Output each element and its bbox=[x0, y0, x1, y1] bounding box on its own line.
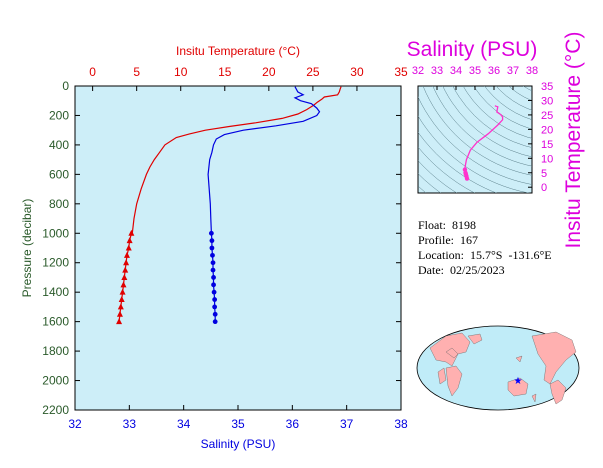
salinity-point bbox=[210, 252, 215, 258]
ts-diagram: 32 33 34 35 36 37 38 0 5 10 15 20 25 30 35 Salinity (P… bbox=[407, 32, 585, 249]
salinity-point bbox=[211, 282, 216, 288]
temperature-tick-label: 5 bbox=[133, 65, 140, 79]
salinity-point bbox=[209, 238, 215, 244]
ts-temperature-tick-label: 10 bbox=[541, 153, 553, 165]
salinity-tick-label: 36 bbox=[286, 417, 300, 431]
ts-axes-ticks: 32 33 34 35 36 37 38 0 5 10 15 20 25 30 35 bbox=[412, 65, 553, 194]
temperature-point bbox=[123, 259, 130, 266]
temperature-tick-label: 20 bbox=[262, 65, 276, 79]
salinity-point bbox=[212, 297, 218, 302]
ts-temperature-tick-label: 0 bbox=[541, 182, 547, 194]
salinity-point bbox=[210, 267, 216, 273]
ts-temperature-tick-label: 25 bbox=[541, 110, 553, 122]
temperature-point bbox=[128, 229, 135, 236]
ts-temperature-tick-label: 20 bbox=[541, 124, 553, 136]
pressure-tick-label: 1000 bbox=[42, 226, 69, 240]
profile-chart: 0 5 10 15 20 25 30 35 32 33 34 35 36 37 38 0 200 400 600 80… bbox=[20, 44, 408, 451]
temperature-point bbox=[120, 281, 127, 288]
pressure-axis-title: Pressure (decibar) bbox=[20, 199, 34, 298]
salinity-point bbox=[209, 245, 215, 251]
salinity-tick-label: 35 bbox=[231, 417, 245, 431]
temperature-point bbox=[118, 296, 125, 303]
float-location: Location: 15.7°S -131.6°E bbox=[418, 248, 552, 262]
pressure-tick-label: 2000 bbox=[42, 374, 69, 388]
ts-point bbox=[464, 176, 470, 181]
ts-salinity-tick-label: 34 bbox=[450, 65, 462, 77]
salinity-tick-label: 38 bbox=[394, 417, 408, 431]
salinity-point bbox=[208, 230, 214, 236]
temperature-point bbox=[116, 310, 123, 317]
ts-series bbox=[462, 105, 504, 181]
ts-salinity-tick-label: 33 bbox=[431, 65, 443, 77]
pressure-tick-label: 2200 bbox=[42, 403, 69, 417]
temperature-axis-title: Insitu Temperature (°C) bbox=[176, 44, 300, 58]
salinity-point bbox=[210, 260, 216, 266]
temperature-point bbox=[121, 273, 128, 280]
temperature-tick-label: 35 bbox=[394, 65, 408, 79]
temperature-point bbox=[123, 251, 130, 258]
ts-temperature-tick-label: 35 bbox=[541, 81, 553, 93]
salinity-point bbox=[212, 304, 218, 310]
temperature-point bbox=[125, 244, 132, 251]
pressure-tick-label: 800 bbox=[49, 197, 69, 211]
ts-salinity-title: Salinity (PSU) bbox=[407, 38, 538, 61]
salinity-line bbox=[207, 86, 321, 322]
ts-salinity-tick-label: 38 bbox=[526, 65, 538, 77]
ts-temperature-title: Insitu Temperature (°C) bbox=[562, 32, 585, 249]
ts-salinity-tick-label: 35 bbox=[469, 65, 481, 77]
ts-temperature-tick-label: 5 bbox=[541, 168, 547, 180]
temperature-tick-label: 10 bbox=[174, 65, 188, 79]
salinity-point bbox=[212, 319, 218, 325]
profile-axes-ticks: 0 5 10 15 20 25 30 35 32 33 34 35 36 37 38 0 200 400 600 80… bbox=[42, 65, 408, 431]
salinity-tick-label: 33 bbox=[123, 417, 137, 431]
pressure-tick-label: 1600 bbox=[42, 315, 69, 329]
temperature-point bbox=[126, 237, 133, 244]
pressure-tick-label: 1800 bbox=[42, 344, 69, 358]
salinity-tick-label: 37 bbox=[340, 417, 354, 431]
salinity-point bbox=[211, 275, 216, 280]
profile-number: Profile: 167 bbox=[418, 233, 478, 247]
salinity-tick-label: 34 bbox=[177, 417, 191, 431]
pressure-tick-label: 200 bbox=[49, 108, 69, 122]
ts-salinity-tick-label: 32 bbox=[412, 65, 424, 77]
pressure-tick-label: 400 bbox=[49, 138, 69, 152]
salinity-axis-title: Salinity (PSU) bbox=[201, 437, 276, 451]
pressure-tick-label: 1200 bbox=[42, 256, 69, 270]
ts-temperature-tick-label: 15 bbox=[541, 139, 553, 151]
float-id: Float: 8198 bbox=[418, 218, 477, 232]
temperature-point bbox=[122, 266, 129, 273]
map-land bbox=[429, 331, 577, 405]
pressure-tick-label: 1400 bbox=[42, 285, 69, 299]
temperature-point bbox=[119, 288, 126, 295]
pressure-tick-label: 0 bbox=[62, 79, 69, 93]
salinity-point bbox=[211, 289, 217, 295]
float-info: Float: 8198 Profile: 167 Location: 15.7°… bbox=[418, 218, 552, 278]
temperature-tick-label: 0 bbox=[89, 65, 96, 79]
temperature-tick-label: 30 bbox=[350, 65, 364, 79]
ts-salinity-tick-label: 37 bbox=[507, 65, 519, 77]
profile-date: Date: 02/25/2023 bbox=[418, 263, 505, 277]
pressure-tick-label: 600 bbox=[49, 167, 69, 181]
salinity-point bbox=[212, 311, 218, 317]
profile-plot-area bbox=[74, 85, 402, 411]
world-map: ★ bbox=[416, 325, 580, 411]
temperature-point bbox=[117, 303, 124, 310]
ts-plot-area bbox=[417, 85, 533, 194]
temperature-tick-label: 25 bbox=[306, 65, 320, 79]
float-location-marker: ★ bbox=[514, 376, 523, 387]
ts-salinity-tick-label: 36 bbox=[488, 65, 500, 77]
salinity-tick-label: 32 bbox=[68, 417, 82, 431]
profile-series bbox=[116, 86, 342, 325]
temperature-tick-label: 15 bbox=[218, 65, 232, 79]
temperature-point bbox=[116, 318, 123, 325]
ts-temperature-tick-label: 30 bbox=[541, 95, 553, 107]
